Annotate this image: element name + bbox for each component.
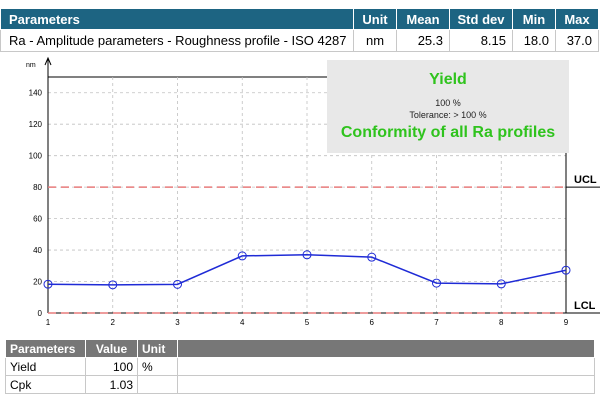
table-row: Ra - Amplitude parameters - Roughness pr…: [0, 29, 599, 52]
yield-title: Yield: [429, 71, 467, 88]
series-line: [47, 254, 567, 286]
cell-max: 37.0: [555, 29, 599, 52]
x-tick-label: 9: [564, 318, 569, 327]
table-row: Yield 100 %: [5, 357, 595, 376]
cell-min: 18.0: [512, 29, 556, 52]
x-tick-label: 3: [175, 318, 180, 327]
cell-parameter: Yield: [5, 357, 86, 376]
cell-unit: nm: [353, 29, 397, 52]
data-point: [561, 265, 571, 275]
cell-filler: [177, 357, 595, 376]
y-tick-label: 0: [38, 309, 43, 318]
parameters-header-row: Parameters Value Unit: [5, 339, 595, 358]
header-filler: [177, 339, 595, 358]
y-tick-label: 60: [33, 215, 42, 224]
header-value: Value: [85, 339, 138, 358]
cell-mean: 25.3: [396, 29, 450, 52]
x-tick-label: 6: [370, 318, 375, 327]
data-point: [367, 252, 377, 262]
x-tick-label: 1: [46, 318, 51, 327]
limit-label-lcl: LCL: [574, 300, 596, 312]
x-tick-label: 5: [305, 318, 310, 327]
yield-tolerance: Tolerance: > 100 %: [409, 110, 487, 120]
yield-value: 100 %: [435, 98, 461, 108]
cell-std-dev: 8.15: [449, 29, 513, 52]
x-tick-label: 2: [111, 318, 116, 327]
data-point: [302, 250, 312, 260]
data-point: [43, 279, 53, 289]
header-unit: Unit: [137, 339, 178, 358]
y-tick-label: 120: [29, 120, 43, 129]
y-axis-arrow-icon: [44, 56, 52, 66]
data-point: [173, 279, 182, 289]
header-min: Min: [512, 8, 556, 30]
cell-parameter-name: Ra - Amplitude parameters - Roughness pr…: [0, 29, 354, 52]
header-std-dev: Std dev: [449, 8, 513, 30]
cell-filler: [177, 375, 595, 394]
cell-parameter: Cpk: [5, 375, 86, 394]
cell-unit: %: [137, 357, 178, 376]
cell-unit: [137, 375, 178, 394]
y-tick-label: 40: [33, 246, 42, 255]
y-tick-label: 140: [29, 89, 43, 98]
x-tick-label: 4: [240, 318, 245, 327]
data-point: [432, 278, 441, 288]
x-tick-label: 8: [499, 318, 504, 327]
yield-box: Yield 100 % Tolerance: > 100 % Conformit…: [327, 60, 569, 153]
table-row: Cpk 1.03: [5, 375, 595, 394]
yield-conformity-text: Conformity of all Ra profiles: [340, 124, 556, 141]
statistics-header-row: Parameters Unit Mean Std dev Min Max: [0, 8, 599, 30]
cell-value: 100: [85, 357, 138, 376]
ra-profile-chart: 0 20 40 60 80 100 120 140 1 2 3 4 5 6 7 8 9 nm UCL LCL: [26, 56, 600, 327]
data-point: [237, 251, 247, 261]
statistics-table: Parameters Unit Mean Std dev Min Max Ra …: [0, 8, 599, 52]
y-tick-label: 80: [33, 183, 42, 192]
cell-value: 1.03: [85, 375, 138, 394]
header-parameters: Parameters: [5, 339, 86, 358]
y-axis-label: nm: [26, 62, 36, 69]
data-point: [496, 279, 506, 289]
x-tick-label: 7: [434, 318, 439, 327]
data-point: [108, 280, 118, 290]
y-tick-label: 100: [29, 152, 43, 161]
header-unit: Unit: [353, 8, 397, 30]
header-max: Max: [555, 8, 599, 30]
header-parameters: Parameters: [0, 8, 354, 30]
header-mean: Mean: [396, 8, 450, 30]
y-tick-label: 20: [33, 278, 42, 287]
parameters-table: Parameters Value Unit Yield 100 % Cpk 1.…: [5, 339, 595, 394]
limit-label-ucl: UCL: [574, 174, 597, 186]
